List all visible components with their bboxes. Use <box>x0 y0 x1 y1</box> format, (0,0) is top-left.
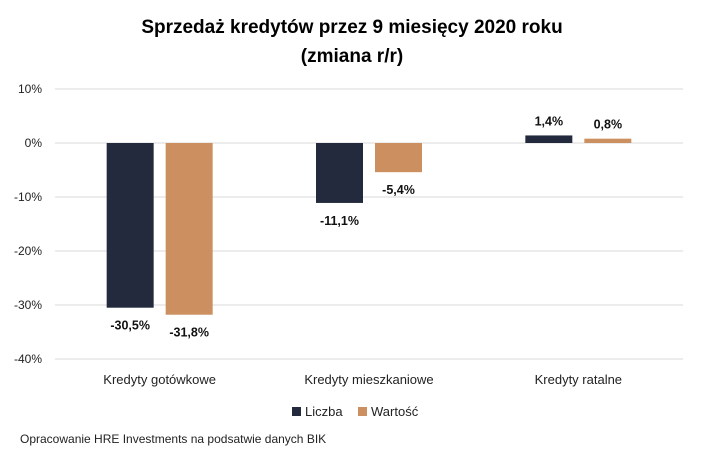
data-label: 1,4% <box>535 114 564 128</box>
legend-swatch <box>358 407 367 416</box>
y-tick-label: 0% <box>25 136 43 150</box>
legend-label: Liczba <box>305 404 343 419</box>
bar <box>316 143 363 203</box>
y-tick-label: -30% <box>14 298 42 312</box>
x-axis: Kredyty gotówkowe Kredyty mieszkaniowe Kre… <box>103 372 622 387</box>
bars <box>106 135 632 315</box>
x-category-label: Kredyty gotówkowe <box>103 372 216 387</box>
data-label: -30,5% <box>110 319 150 333</box>
x-category-label: Kredyty mieszkaniowe <box>304 372 433 387</box>
gridlines <box>55 88 683 360</box>
bar <box>584 138 632 143</box>
bar <box>165 143 213 315</box>
x-category-label: Kredyty ratalne <box>535 372 622 387</box>
chart-subtitle: (zmiana r/r) <box>301 46 403 67</box>
data-label: -31,8% <box>169 326 209 340</box>
legend-label: Wartość <box>371 404 419 419</box>
y-axis: 10% 0% -10% -20% -30% -40% <box>14 82 42 366</box>
data-label: -5,4% <box>382 183 415 197</box>
bar <box>375 143 422 173</box>
y-tick-label: -40% <box>14 352 42 366</box>
bar <box>525 135 573 143</box>
y-tick-label: 10% <box>18 82 42 96</box>
chart-title: Sprzedaż kredytów przez 9 miesięcy 2020 … <box>141 17 562 38</box>
legend: Liczba Wartość <box>292 404 419 419</box>
y-tick-label: -20% <box>14 244 42 258</box>
data-labels: -30,5% -31,8% -11,1% -5,4% 1,4% 0,8% <box>110 114 622 339</box>
source-note: Opracowanie HRE Investments na podsatwie… <box>20 432 327 446</box>
legend-swatch <box>292 407 301 416</box>
bar <box>106 143 154 308</box>
y-tick-label: -10% <box>14 190 42 204</box>
data-label: 0,8% <box>594 118 623 132</box>
data-label: -11,1% <box>320 214 359 228</box>
